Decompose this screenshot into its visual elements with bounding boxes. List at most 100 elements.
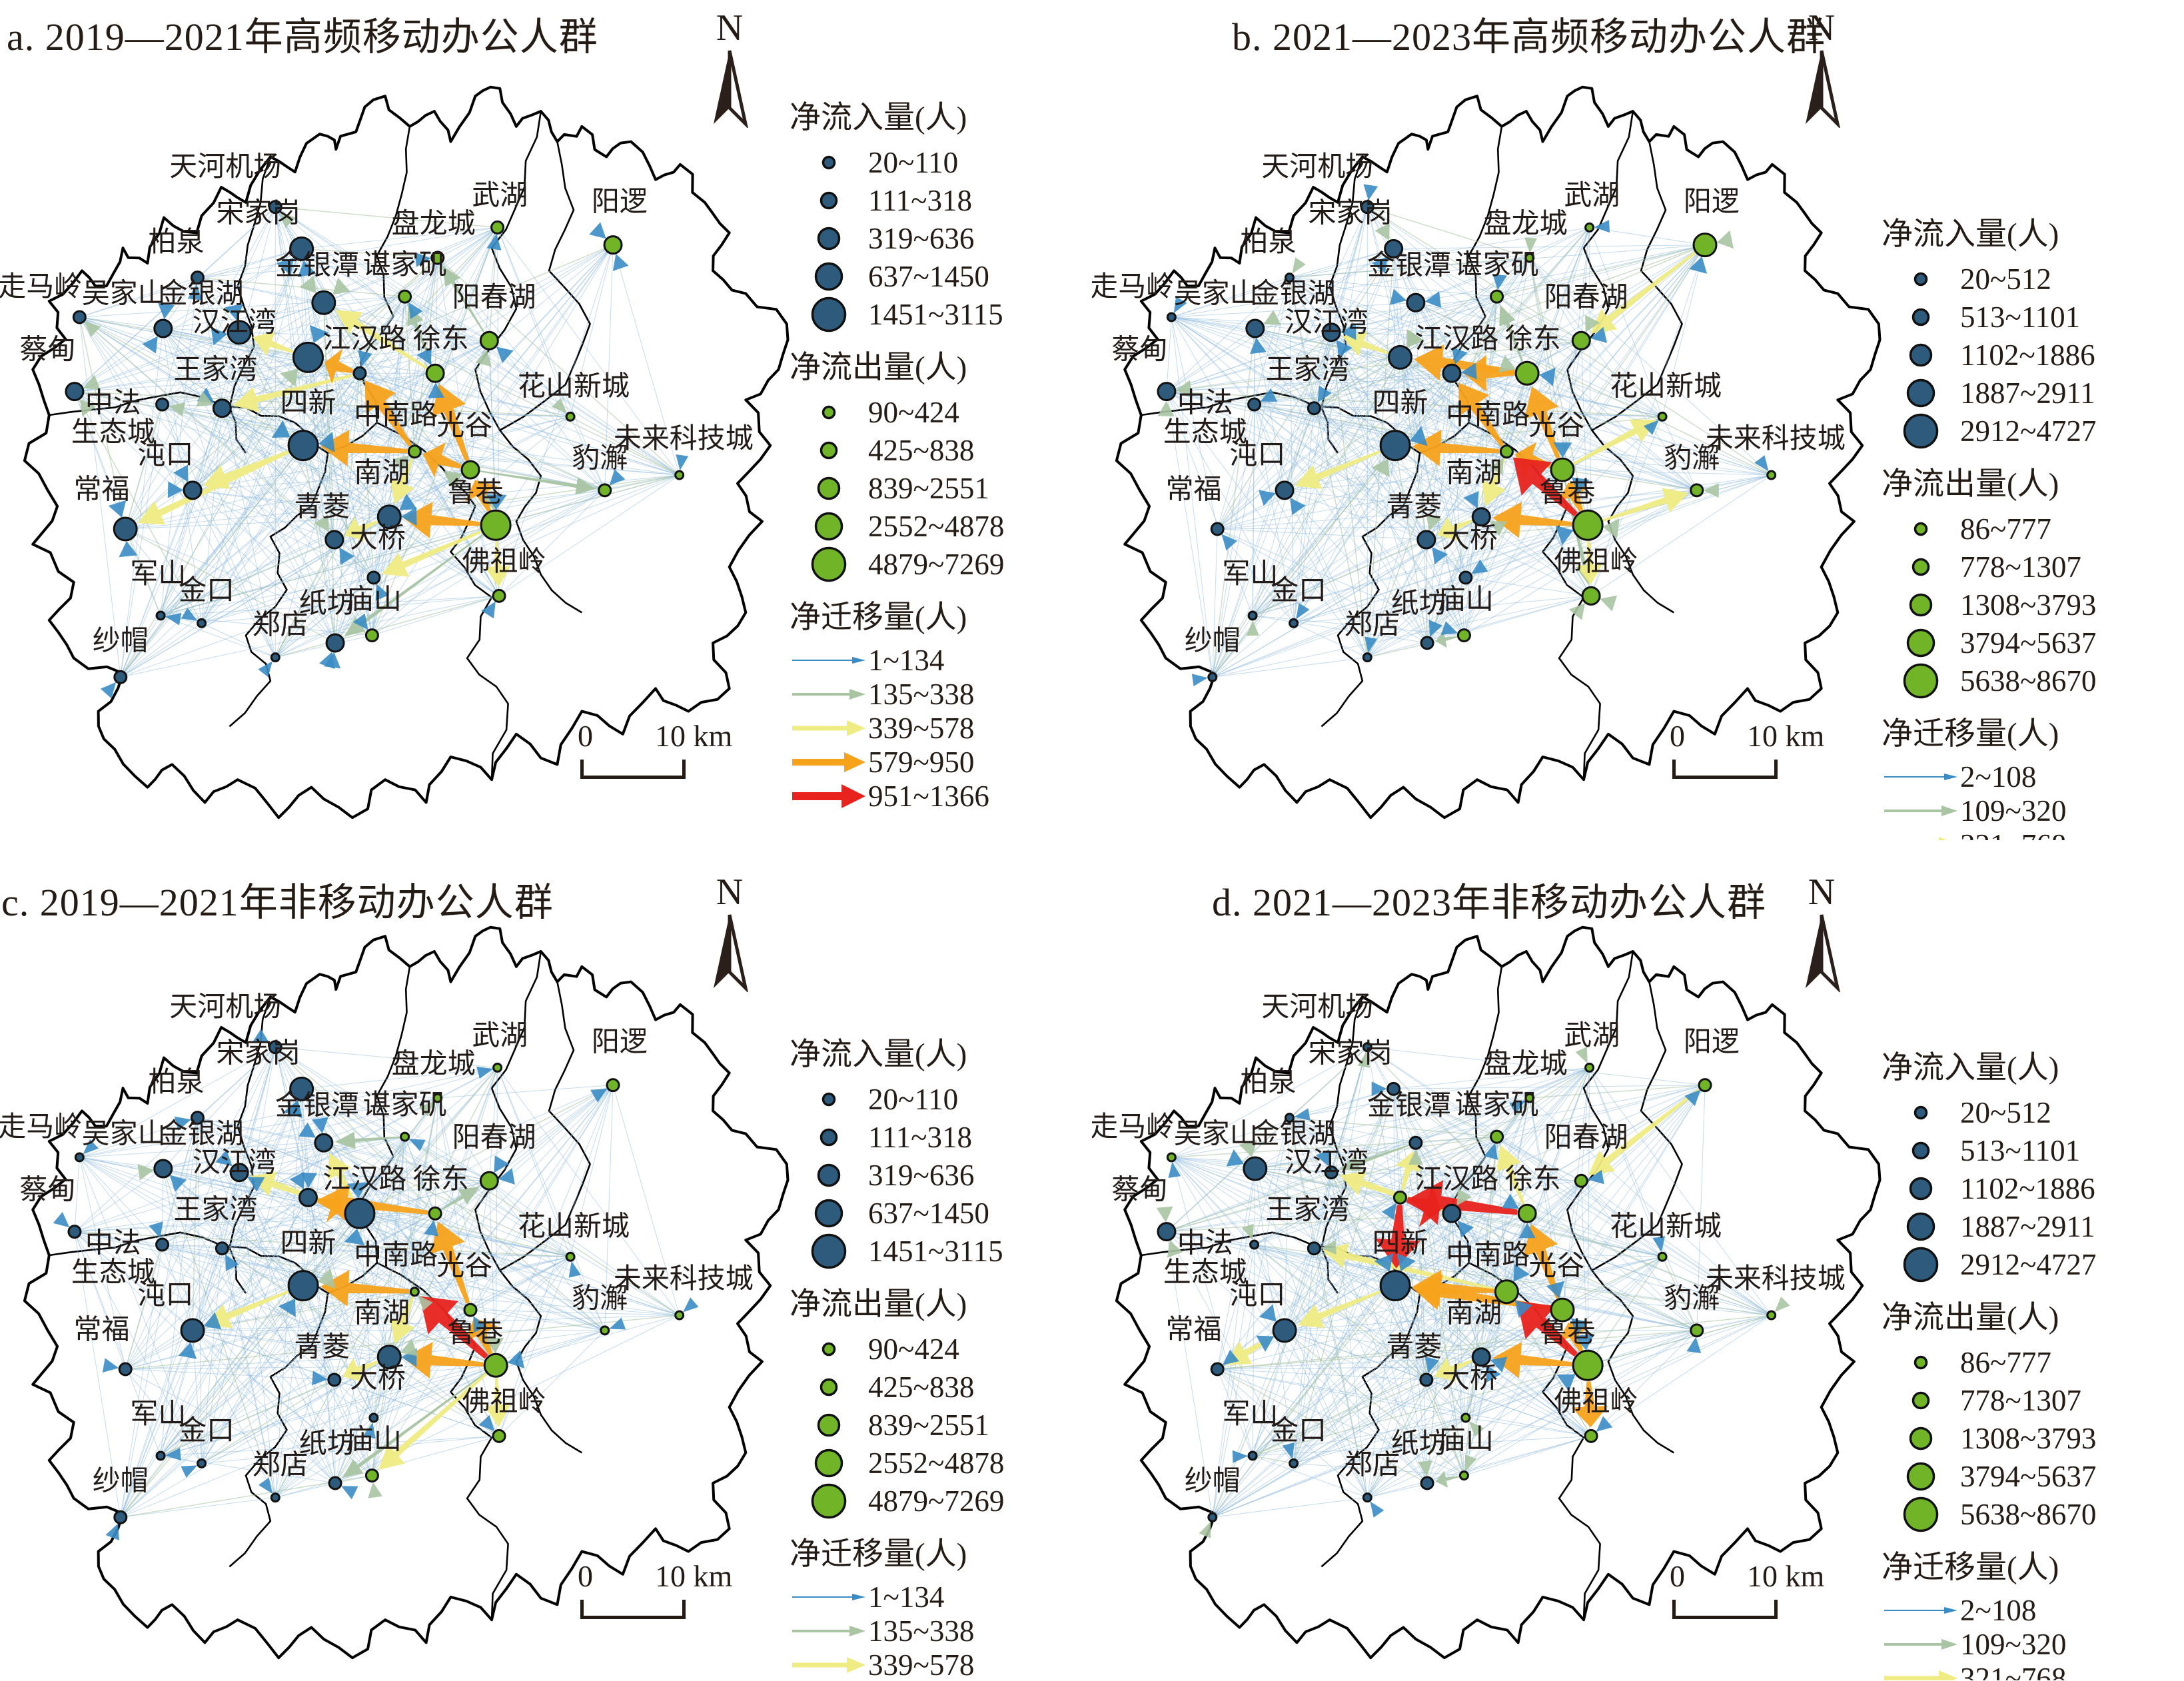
flow-line <box>163 1168 193 1331</box>
flow-arrow <box>342 1372 486 1478</box>
flow-line <box>1394 1085 1706 1287</box>
place-label: 中南路 <box>1446 1241 1530 1271</box>
place-label: 柏泉 <box>148 1067 204 1098</box>
arrowhead-fan-icon <box>1572 477 1590 494</box>
arrowhead-fan-icon <box>1490 457 1504 474</box>
place-label: 青菱 <box>294 492 350 523</box>
flow-line <box>301 248 438 259</box>
arrowhead-fan-icon <box>496 346 514 363</box>
flow-line <box>1426 490 1697 540</box>
flow-line <box>497 1067 680 1316</box>
flow-line <box>197 1117 308 1198</box>
flow-line <box>1212 1244 1255 1518</box>
outflow-circle-icon <box>1882 1383 1960 1418</box>
arrowhead-fan-icon <box>1191 674 1208 686</box>
flow-line <box>274 1213 436 1498</box>
flow-line <box>1212 657 1368 678</box>
flow-line <box>1289 1067 1590 1119</box>
flow-line <box>197 1117 324 1143</box>
flow-line <box>1285 469 1563 491</box>
arrowhead-fan-icon <box>1175 380 1193 397</box>
place-label: 纱帽 <box>93 626 149 656</box>
outflow-circle-icon <box>1882 1458 1960 1494</box>
inflow-circle-icon <box>1882 261 1960 297</box>
flow-line <box>1293 539 1427 624</box>
flow-line <box>301 1088 438 1099</box>
legend-item: 839~2551 <box>790 1406 1091 1444</box>
flow-line <box>1217 1369 1368 1498</box>
map-node <box>289 1076 314 1101</box>
flow-line <box>1696 1085 1706 1331</box>
arrowhead-fan-icon <box>100 682 117 699</box>
map-node <box>118 1362 133 1377</box>
flow-line <box>1526 1213 1663 1257</box>
flow-line <box>1393 1067 1590 1089</box>
flow-line <box>163 328 571 417</box>
map-node <box>398 289 412 304</box>
legend-item: 339~578 <box>790 1648 1091 1680</box>
flow-line <box>1590 1315 1772 1436</box>
flow-line <box>1293 577 1466 624</box>
arrowhead-fan-icon <box>1501 1193 1519 1209</box>
place-label: 南湖 <box>354 458 410 488</box>
legend-item-label: 839~2551 <box>868 1408 989 1442</box>
arrowhead-fan-icon <box>1396 1253 1416 1272</box>
map-node <box>1584 222 1595 233</box>
flow-line <box>1331 1172 1428 1484</box>
arrowhead-fan-icon <box>1365 636 1377 653</box>
flow-line <box>1314 1213 1528 1249</box>
legend-item: 3794~5637 <box>1882 624 2183 662</box>
flow-line <box>125 1248 223 1370</box>
arrowhead-fan-icon <box>1575 1047 1588 1063</box>
flow-arrow <box>1375 1205 1420 1269</box>
flow-arrow <box>1412 429 1500 466</box>
map-node <box>328 1476 342 1490</box>
flow-line <box>1293 595 1592 624</box>
arrowhead-fan-icon <box>476 1066 493 1079</box>
map-node <box>1166 1152 1177 1163</box>
flow-line <box>1580 1067 1590 1181</box>
outflow-circle-icon <box>1882 549 1960 585</box>
map-node <box>1157 382 1177 402</box>
flow-line <box>1166 356 1400 392</box>
arrowhead-fan-icon <box>1486 1365 1501 1383</box>
place-label: 徐东 <box>1505 324 1561 355</box>
scale-zero: 0 <box>1670 719 1685 753</box>
arrowhead-fan-icon <box>1357 1051 1370 1068</box>
north-label: N <box>1808 7 1836 49</box>
flow-line <box>197 1117 372 1476</box>
flow-line <box>1393 248 1530 259</box>
legend-item-label: 90~424 <box>868 395 959 429</box>
legend-item-label: 4879~7269 <box>868 547 1005 581</box>
arrowhead-fan-icon <box>158 302 175 320</box>
arrowhead-fan-icon <box>1241 1223 1254 1241</box>
legend-item-label: 513~1101 <box>1960 300 2081 334</box>
flow-arrow <box>1435 1470 1459 1488</box>
arrowhead-fan-icon <box>1292 257 1306 274</box>
arrowhead-fan-icon <box>272 420 290 438</box>
arrowhead-fan-icon <box>1553 442 1572 458</box>
flow-line <box>74 1231 161 1456</box>
arrowhead-fan-icon <box>83 1139 99 1155</box>
place-label: 常福 <box>1166 1315 1222 1345</box>
flow-line <box>1212 528 1218 678</box>
flow-line <box>1212 1379 1427 1518</box>
arrowhead-fan-icon <box>1489 521 1507 536</box>
flow-line <box>302 245 614 446</box>
flow-line <box>301 249 335 540</box>
flow-line <box>1426 1379 1465 1476</box>
map-node <box>674 470 685 480</box>
map-node <box>430 251 445 265</box>
place-label: 纸坊 <box>299 1428 355 1459</box>
inflow-circle-icon <box>1882 299 1960 335</box>
arrowhead-fan-icon <box>1290 498 1306 516</box>
flow-line <box>1366 296 1498 658</box>
place-label: 豹澥 <box>572 444 628 474</box>
place-label: 纱帽 <box>1185 1466 1241 1496</box>
legend-group-title: 净流出量(人) <box>1882 1301 2059 1335</box>
flow-line <box>1463 373 1528 636</box>
flow-line <box>570 416 680 476</box>
flow-line <box>334 1379 374 1418</box>
place-label: 金口 <box>1271 575 1327 606</box>
flow-line <box>497 227 606 491</box>
